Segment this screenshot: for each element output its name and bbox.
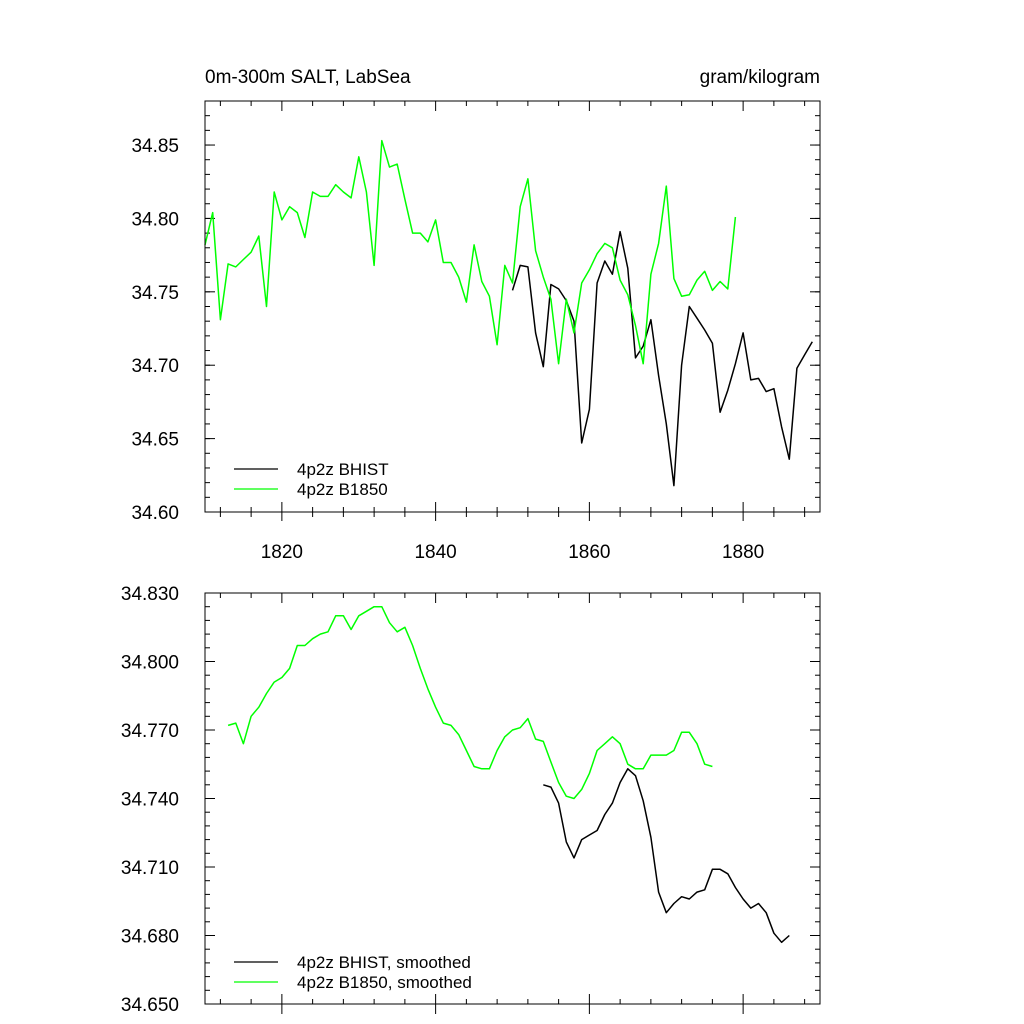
bottom-y-tick-label: 34.740 bbox=[121, 790, 179, 811]
bottom-y-tick-label: 34.710 bbox=[121, 858, 179, 879]
bottom-series-group bbox=[227, 605, 790, 944]
top-title-right: gram/kilogram bbox=[700, 67, 820, 88]
bottom-plot-frame bbox=[204, 592, 821, 1005]
top-y-tick-label: 34.65 bbox=[131, 430, 179, 451]
bottom-legend-label-b1850: 4p2z B1850, smoothed bbox=[297, 973, 472, 992]
top-legend-label-bhist: 4p2z BHIST bbox=[297, 460, 389, 479]
top-x-tick-label: 1820 bbox=[261, 542, 303, 563]
bottom-ticks: 34.650 34.680 34.710 34.740 34.770 34.800 34.8… bbox=[121, 584, 820, 1016]
top-y-tick-label: 34.80 bbox=[131, 209, 179, 230]
top-legend-label-b1850: 4p2z B1850 bbox=[297, 480, 388, 499]
top-y-tick-label: 34.85 bbox=[131, 136, 179, 157]
top-series-line-b1850 bbox=[204, 139, 737, 365]
top-y-tick-label: 34.70 bbox=[131, 356, 179, 377]
top-plot-frame bbox=[204, 100, 821, 513]
bottom-y-tick-label: 34.830 bbox=[121, 584, 179, 605]
bottom-y-tick-label: 34.680 bbox=[121, 927, 179, 948]
top-legend: 4p2z BHIST 4p2z B1850 bbox=[234, 460, 389, 499]
top-x-tick-label: 1840 bbox=[414, 542, 456, 563]
top-ticks: 34.60 34.65 34.70 34.75 34.80 34.85 1820 1840 18… bbox=[131, 100, 820, 563]
bottom-y-tick-label: 34.800 bbox=[121, 653, 179, 674]
top-panel: 0m-300m SALT, LabSea gram/kilogram 34.60… bbox=[131, 67, 821, 563]
bottom-series-line-bhist bbox=[543, 768, 790, 944]
top-y-tick-label: 34.75 bbox=[131, 283, 179, 304]
bottom-legend-label-bhist: 4p2z BHIST, smoothed bbox=[297, 953, 471, 972]
top-y-tick-label: 34.60 bbox=[131, 503, 179, 524]
bottom-legend: 4p2z BHIST, smoothed 4p2z B1850, smoothe… bbox=[234, 953, 472, 992]
bottom-panel: 34.650 34.680 34.710 34.740 34.770 34.800 34.8… bbox=[121, 584, 821, 1016]
bottom-y-tick-label: 34.770 bbox=[121, 721, 179, 742]
top-x-tick-label: 1860 bbox=[568, 542, 610, 563]
bottom-series-line-b1850 bbox=[227, 605, 713, 800]
top-x-tick-label: 1880 bbox=[722, 542, 764, 563]
top-series-group bbox=[204, 139, 813, 487]
top-series-line-bhist bbox=[511, 230, 813, 487]
top-title-left: 0m-300m SALT, LabSea bbox=[205, 67, 411, 88]
bottom-y-tick-label: 34.650 bbox=[121, 995, 179, 1016]
